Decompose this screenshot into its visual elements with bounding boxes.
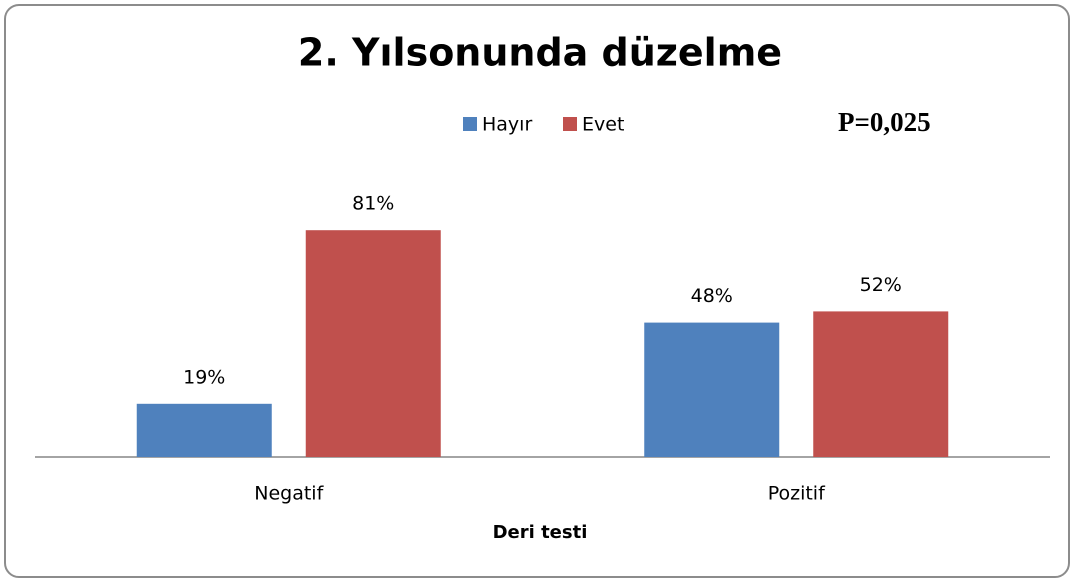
chart-frame: [4, 4, 1070, 578]
legend-swatch: [463, 117, 477, 131]
legend-label: Hayır: [482, 114, 532, 136]
x-axis-title: Deri testi: [493, 522, 588, 543]
data-label: 48%: [691, 285, 733, 307]
legend-label: Evet: [582, 114, 624, 136]
data-label: 52%: [860, 274, 902, 296]
bar: [136, 403, 272, 457]
legend-swatch: [563, 117, 577, 131]
chart-title: 2. Yılsonunda düzelme: [298, 31, 782, 75]
x-tick-label: Negatif: [254, 483, 324, 505]
bar: [305, 230, 441, 457]
bar: [644, 322, 780, 457]
bar: [813, 311, 949, 457]
x-tick-label: Pozitif: [768, 483, 826, 505]
annotation: P=0,025: [838, 107, 931, 137]
data-label: 81%: [352, 193, 394, 215]
data-label: 19%: [183, 366, 225, 388]
